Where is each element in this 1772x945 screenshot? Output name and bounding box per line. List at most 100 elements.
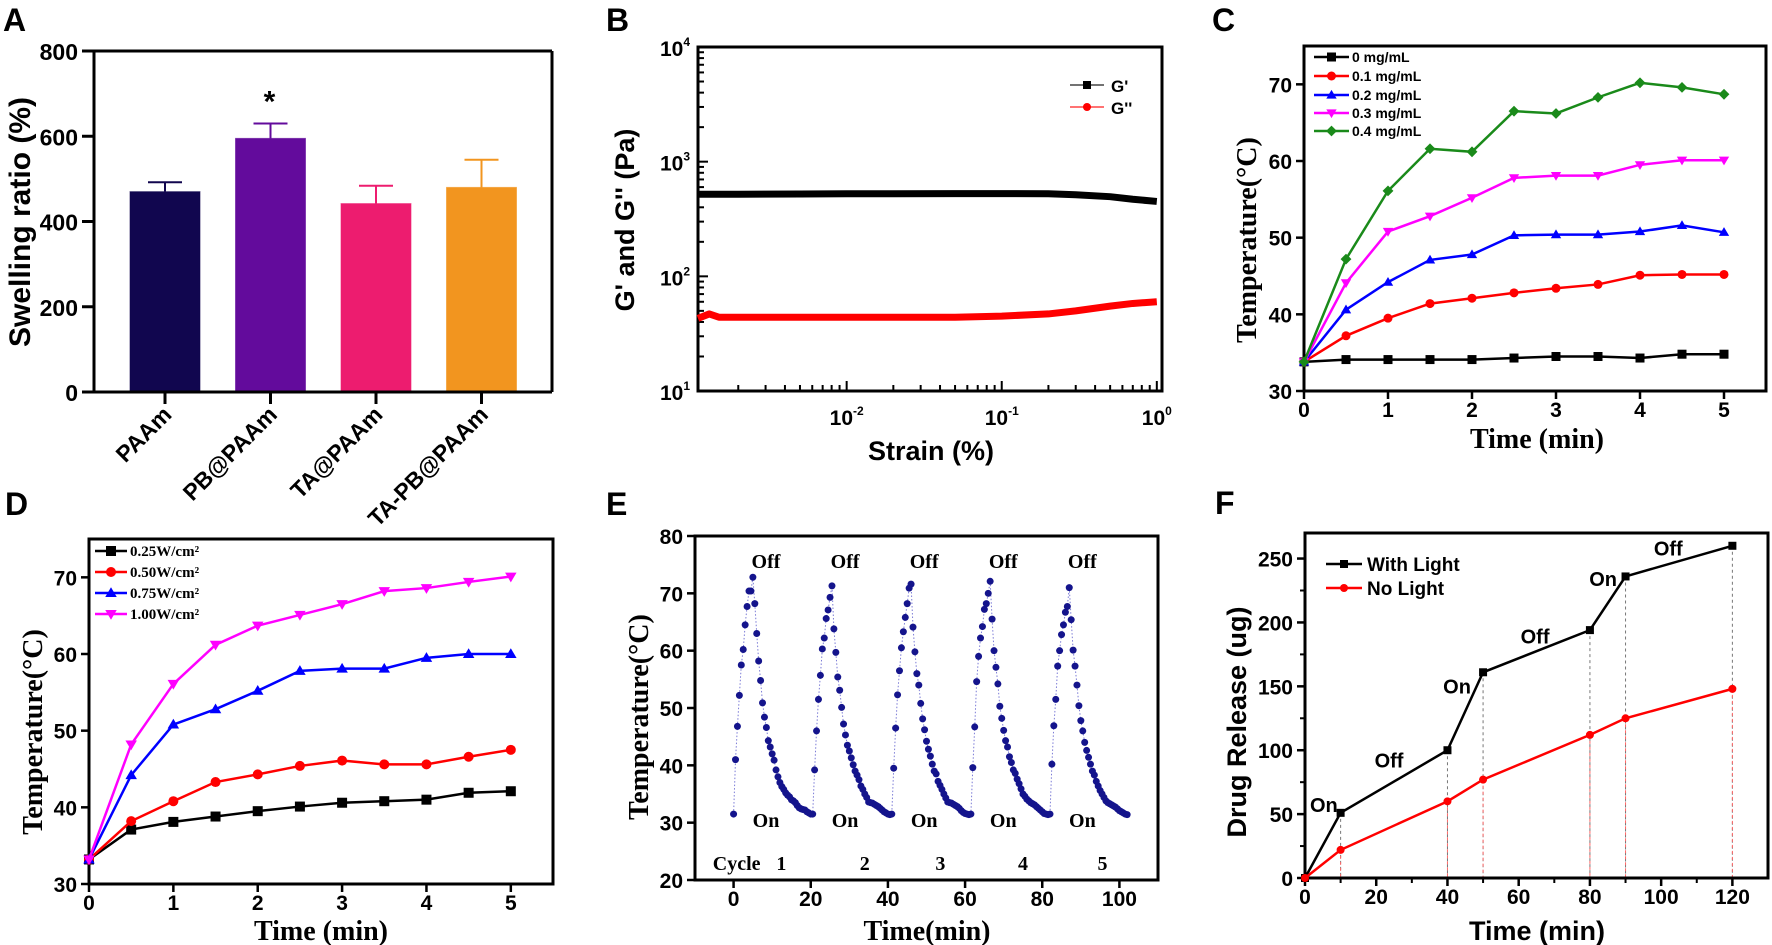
data-point (1676, 156, 1688, 166)
data-point (252, 806, 263, 817)
data-point (1336, 845, 1345, 854)
data-point (1718, 156, 1730, 166)
data-point (251, 621, 264, 632)
x-tick-label: 120 (1715, 886, 1750, 909)
data-point (770, 756, 778, 764)
data-point (845, 747, 853, 755)
data-point (990, 647, 998, 655)
data-point (735, 691, 743, 699)
data-point (336, 662, 348, 673)
data-point (984, 589, 992, 597)
data-point (732, 756, 740, 764)
data-point (1635, 270, 1645, 280)
data-point (1000, 726, 1008, 734)
data-point (463, 751, 474, 762)
panel-label: E (606, 486, 627, 522)
bar (446, 186, 517, 393)
data-point (1054, 662, 1062, 670)
data-point (1052, 695, 1060, 703)
data-point (505, 648, 517, 658)
data-point (772, 766, 780, 774)
data-point (1585, 626, 1594, 635)
significance-star: * (264, 85, 276, 118)
data-point (1585, 730, 1594, 739)
data-point (1425, 355, 1435, 365)
x-tick-label: 1 (168, 892, 180, 915)
data-point (834, 673, 842, 681)
data-point (420, 584, 433, 594)
plot-frame (693, 534, 1160, 882)
off-label: Off (1068, 551, 1097, 573)
x-tick-label-base: 10 (830, 407, 853, 430)
y-tick-label: 70 (54, 567, 77, 590)
data-point (126, 816, 137, 827)
x-tick-label-exponent: 0 (1165, 404, 1172, 418)
y-tick-label: 60 (54, 644, 77, 667)
legend-marker (1326, 125, 1337, 137)
on-off-label: On (1443, 676, 1471, 698)
data-point (811, 766, 819, 774)
off-label: Off (752, 551, 781, 573)
x-tick-label: 4 (1634, 399, 1646, 422)
data-point (294, 801, 305, 812)
data-point (1077, 717, 1085, 725)
x-tick-label: 0 (1298, 399, 1310, 422)
y-tick-label: 400 (40, 210, 78, 236)
legend-marker (1340, 560, 1348, 568)
data-point (892, 724, 900, 732)
data-point (1058, 631, 1066, 639)
data-point (828, 582, 836, 590)
data-point (462, 648, 475, 658)
data-point (830, 625, 838, 633)
data-point (251, 685, 264, 695)
data-point (337, 797, 348, 808)
x-tick-label: 0 (1299, 886, 1311, 909)
y-tick-label: 60 (1269, 151, 1292, 174)
legend-label: G' (1111, 77, 1128, 96)
data-point (1718, 227, 1730, 236)
data-point (774, 773, 782, 781)
data-point (897, 644, 905, 652)
x-tick-label: 2 (252, 892, 264, 915)
data-point (1011, 769, 1019, 777)
data-point (1090, 771, 1098, 779)
data-point (1479, 668, 1488, 677)
y-tick-label-exponent: 1 (683, 379, 690, 393)
x-tick-label: PB@PAAm (178, 401, 282, 505)
x-tick-label-base: 10 (985, 407, 1008, 430)
data-point (294, 665, 306, 675)
x-tick-label: 100 (1644, 886, 1679, 909)
data-point (1048, 760, 1056, 768)
x-tick-label: 80 (1578, 886, 1601, 909)
x-axis-label: Time (min) (1470, 424, 1604, 455)
series-line (1304, 687, 1733, 879)
data-point (847, 754, 855, 762)
data-point (986, 577, 994, 585)
series-line-g-double-prime (696, 298, 1158, 322)
data-point (733, 722, 741, 730)
data-point (741, 621, 749, 629)
y-tick-label: 30 (660, 813, 683, 836)
x-tick-label: 100 (1142, 404, 1172, 430)
data-point (1382, 185, 1394, 197)
data-point (855, 776, 863, 784)
y-tick-label: 103 (660, 150, 690, 176)
y-tick-label-base: 10 (660, 38, 683, 61)
data-point (1071, 662, 1079, 670)
data-point (1466, 249, 1478, 259)
data-point (768, 750, 776, 758)
data-point (1056, 647, 1064, 655)
x-tick-label: 10-2 (830, 404, 864, 430)
data-point (1424, 254, 1436, 264)
data-point (1443, 746, 1452, 755)
x-tick-label: 40 (876, 888, 899, 911)
legend-marker (105, 587, 117, 597)
data-point (739, 646, 747, 654)
y-axis-label: Temperature(°C) (624, 614, 655, 820)
data-point (210, 777, 221, 788)
data-point (1383, 355, 1393, 365)
y-tick-label: 102 (660, 264, 690, 290)
legend-label: 0.1 mg/mL (1352, 68, 1422, 84)
data-point (824, 606, 832, 614)
